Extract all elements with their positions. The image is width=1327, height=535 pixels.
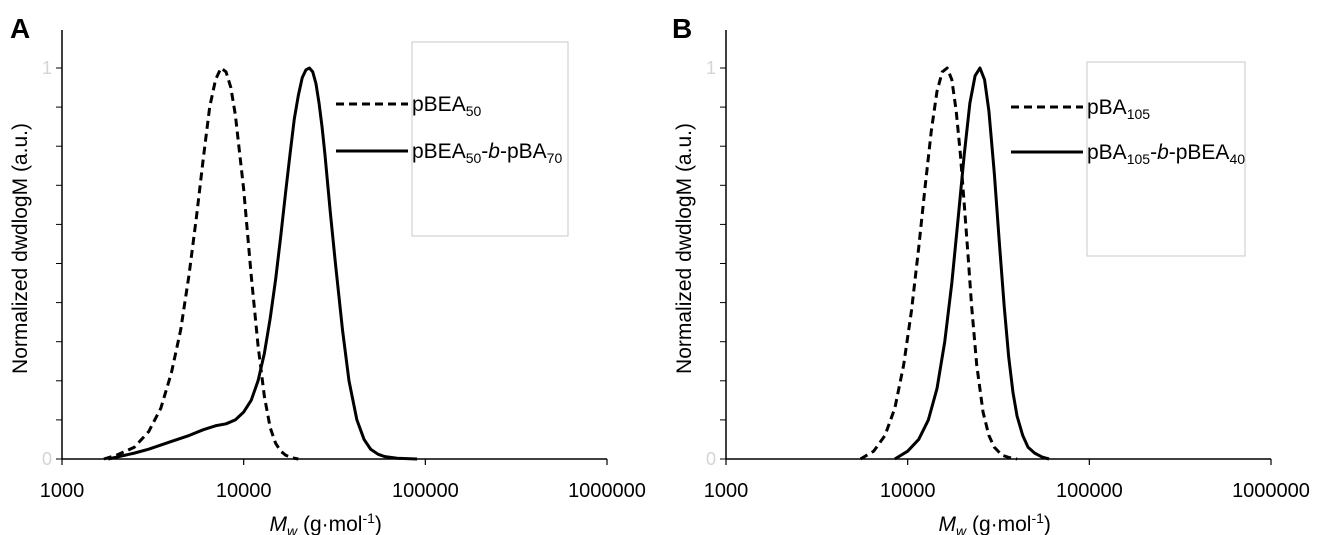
series-line-1 xyxy=(103,66,299,461)
x-tick-label: 1000 xyxy=(704,480,749,502)
y-tick-label: 1 xyxy=(706,58,716,78)
x-tick-label: 100000 xyxy=(1056,480,1123,502)
legend-label: pBA105 xyxy=(1087,96,1150,122)
legend-box xyxy=(411,41,569,237)
panel-label: A xyxy=(10,13,30,44)
x-tick-label: 10000 xyxy=(880,480,936,502)
series-line-2 xyxy=(108,66,418,461)
chart-panel-b: B 0 1 1000 10000 100000 1000000 Mw (g·mol-1) Nor… xyxy=(672,13,1310,535)
legend-label: pBA105-b-pBEA40 xyxy=(1087,141,1245,167)
y-tick-label: 0 xyxy=(706,449,716,469)
legend-label: pBEA50-b-pBA70 xyxy=(412,140,562,166)
legend-box xyxy=(1086,61,1246,257)
legend-label: pBEA50 xyxy=(412,93,481,119)
x-tick-label: 100000 xyxy=(392,480,459,502)
y-axis-title: Normalized dwdlogM (a.u.) xyxy=(9,123,32,374)
y-tick-label: 1 xyxy=(42,58,52,78)
x-axis-title: Mw (g·mol-1) xyxy=(939,510,1051,535)
chart-panel-a: A 0 1 1000 10000 100000 1000000 Mw (g·mol-1) Nor… xyxy=(9,13,646,535)
y-axis-title: Normalized dwdlogM (a.u.) xyxy=(673,123,696,374)
panel-label: B xyxy=(672,13,692,44)
x-axis-title: Mw (g·mol-1) xyxy=(270,510,382,535)
x-tick-label: 10000 xyxy=(216,480,272,502)
x-tick-label: 1000 xyxy=(40,480,85,502)
x-tick-label: 1000000 xyxy=(1232,480,1310,502)
series-line-2 xyxy=(894,66,1050,461)
x-tick-label: 1000000 xyxy=(568,480,646,502)
y-tick-label: 0 xyxy=(42,449,52,469)
series-line-1 xyxy=(859,66,1018,461)
